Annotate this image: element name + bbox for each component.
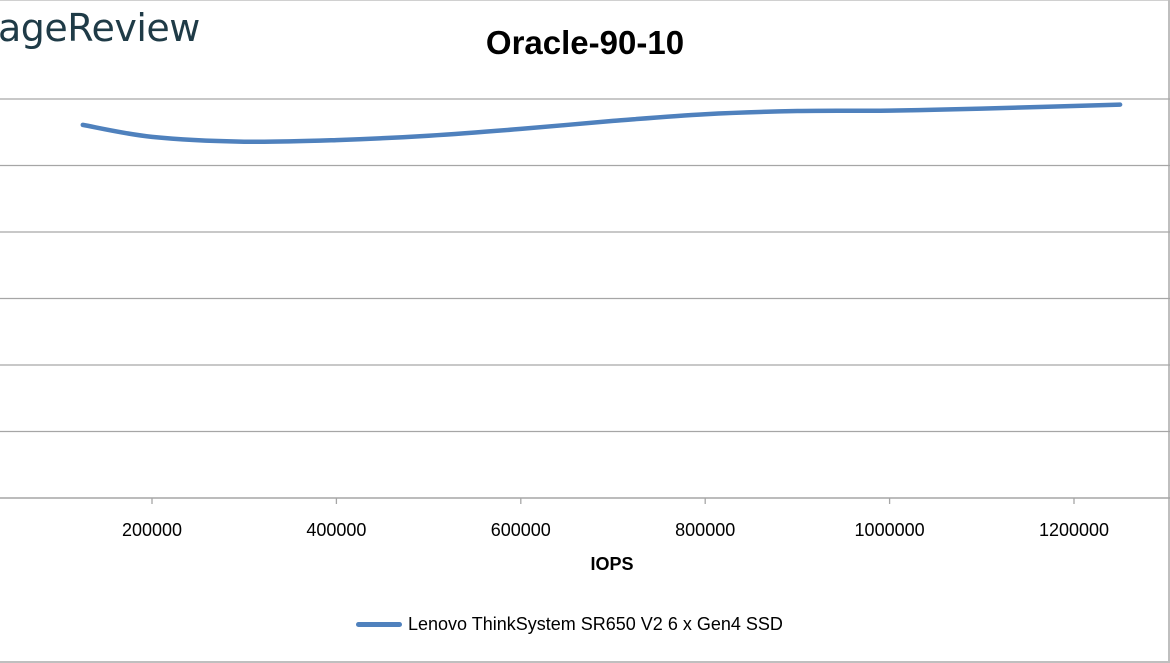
x-axis-label: IOPS (590, 554, 634, 574)
frame-top-border (0, 0, 1170, 1)
x-tick-label: 1000000 (855, 520, 925, 540)
x-tick-label: 800000 (675, 520, 735, 540)
series-lines (80, 102, 1123, 145)
x-tick-label: 600000 (491, 520, 551, 540)
legend-swatch (356, 622, 402, 627)
legend-label: Lenovo ThinkSystem SR650 V2 6 x Gen4 SSD (408, 614, 783, 634)
x-axis-ticks: 200000 400000 600000 800000 1000000 1200000 (122, 498, 1109, 540)
gridlines (0, 98, 1170, 499)
chart-title-text: Oracle-90-10 (485, 24, 685, 61)
legend: Lenovo ThinkSystem SR650 V2 6 x Gen4 SSD (356, 614, 783, 635)
x-tick-label: 1200000 (1039, 520, 1109, 540)
brand-logo-text: ageReview (0, 6, 200, 50)
x-tick-label: 400000 (306, 520, 366, 540)
series-line-0 (80, 102, 1123, 145)
x-tick-label: 200000 (122, 520, 182, 540)
chart-title: Oracle-90-10 (0, 24, 1170, 62)
